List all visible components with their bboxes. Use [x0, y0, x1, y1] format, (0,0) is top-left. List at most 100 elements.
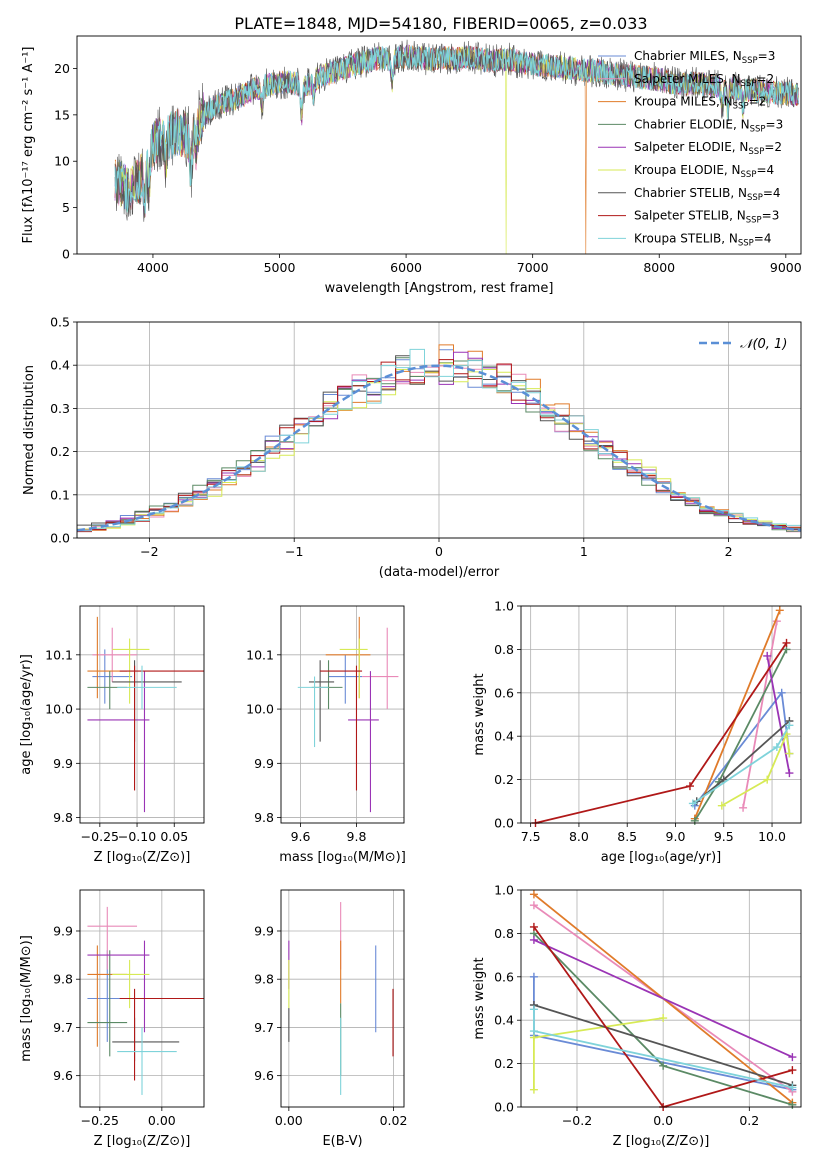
x-tick-label: 7000: [517, 260, 549, 275]
x-axis-label: wavelength [Angstrom, rest frame]: [325, 281, 554, 296]
y-axis-label: mass [log₁₀(M/M⊙)]: [19, 935, 34, 1062]
y-tick-label: 1.0: [494, 599, 514, 614]
errorbar-point: [362, 627, 399, 710]
y-tick-label: 0.2: [494, 772, 514, 787]
errorbar-point: [297, 676, 329, 748]
legend-entry-n: =2: [764, 140, 782, 154]
y-tick-label: 9.8: [53, 972, 73, 987]
weight-marker: [529, 890, 538, 899]
weight-marker: [659, 1014, 668, 1023]
weight-marker: [529, 1005, 538, 1014]
age-vs-Z-axes: −0.25−0.10 0.05 9.8 9.9 10.0 10.1 Z [log₁₀(Z/Z…: [19, 605, 205, 865]
errorbar-point: [325, 616, 371, 699]
weight-marker: [659, 1061, 668, 1070]
x-tick-label: 0: [435, 544, 443, 559]
legend-entry: Chabrier STELIB, NSSP=4: [634, 186, 781, 203]
y-axis-label: mass weight: [472, 673, 487, 755]
y-tick-label: 9.6: [254, 1068, 274, 1083]
x-tick-label: 5000: [264, 260, 296, 275]
x-tick-label: 1: [580, 544, 588, 559]
y-axis-label: Flux [fλ10⁻¹⁷ erg cm⁻² s⁻¹ A⁻¹]: [21, 47, 36, 244]
errorbar-point: [87, 940, 150, 1033]
legend-entry-sub: SSP: [741, 79, 757, 89]
x-tick-label: 4000: [137, 260, 169, 275]
x-tick-label: 9.5: [714, 829, 734, 844]
errorbar-point: [117, 1027, 177, 1095]
x-tick-label: 9000: [770, 260, 802, 275]
x-tick-label: −1: [285, 544, 303, 559]
x-axis-label: Z [log₁₀(Z/Z⊙)]: [94, 850, 191, 865]
errorbar-point: [87, 950, 128, 1057]
errorbar-point: [119, 665, 204, 791]
weight-marker: [690, 816, 699, 825]
y-tick-label: 9.9: [254, 923, 274, 938]
legend-entry-n: =3: [766, 117, 784, 131]
x-tick-label: 0.00: [275, 1113, 303, 1128]
y-tick-label: 15: [54, 107, 70, 122]
x-tick-label: 10.0: [758, 829, 786, 844]
weight-marker: [685, 782, 694, 791]
weight-marker: [788, 1100, 797, 1109]
x-tick-label: −0.10: [118, 829, 156, 844]
y-tick-label: 10.0: [246, 702, 274, 717]
weight-line: [533, 939, 793, 1058]
legend-entry-label: Salpeter ELODIE, N: [634, 140, 748, 154]
legend-entry-label: Chabrier STELIB, N: [634, 186, 747, 200]
x-tick-label: −0.25: [81, 829, 119, 844]
y-tick-label: 9.8: [254, 972, 274, 987]
x-tick-label: 9.0: [666, 829, 686, 844]
axes-frame: [76, 35, 802, 255]
legend-entry-label: Chabrier ELODIE, N: [634, 117, 750, 131]
legend-entry-n: =3: [762, 209, 780, 223]
legend-entry-sub: SSP: [733, 102, 749, 112]
y-tick-label: 0.0: [494, 1100, 514, 1115]
y-axis-label: age [log₁₀(age/yr)]: [19, 654, 34, 775]
age-vs-mass-axes: 9.6 9.8 9.8 9.9 10.0 10.1 mass [log₁₀(M/M⊙)]: [246, 605, 406, 865]
errorbar-point: [348, 671, 379, 813]
errorbar-point: [311, 660, 343, 710]
mass-vs-EBV-axes: 0.00 0.02 9.6 9.7 9.8 9.9 E(B-V): [254, 889, 408, 1149]
legend-entry-n: =4: [756, 163, 774, 177]
legend-entry: 𝒩(0, 1): [740, 337, 787, 352]
legend-entry: Kroupa MILES, NSSP=2: [634, 95, 766, 112]
x-tick-label: 9.6: [291, 829, 311, 844]
legend-entry-sub: SSP: [741, 170, 757, 180]
y-tick-label: 10: [54, 154, 70, 169]
errorbar-point: [87, 671, 150, 813]
weight-marker: [782, 638, 791, 647]
y-tick-label: 0.6: [494, 969, 514, 984]
y-axis-label: mass weight: [472, 957, 487, 1039]
legend-entry-sub: SSP: [742, 56, 758, 66]
x-tick-label: 0.05: [160, 829, 188, 844]
y-tick-label: 0.5: [50, 315, 70, 330]
axes-frame: [280, 605, 405, 824]
y-tick-label: 20: [54, 61, 70, 76]
weight-marker: [688, 799, 697, 808]
legend-entry: Salpeter STELIB, NSSP=3: [634, 209, 779, 226]
weight-line: [742, 621, 778, 808]
legend-entry-n: =2: [749, 95, 767, 109]
axes-frame: [520, 605, 802, 824]
x-tick-label: 0.02: [380, 1113, 408, 1128]
weight-marker: [529, 972, 538, 981]
errorbar-point: [87, 616, 128, 699]
legend-entry-n: =2: [756, 72, 774, 86]
y-tick-label: 5: [62, 200, 70, 215]
errorbar-point: [87, 906, 138, 970]
y-tick-label: 1.0: [494, 883, 514, 898]
histogram-series: [77, 348, 801, 538]
weight-marker: [785, 749, 794, 758]
weight-line: [533, 1004, 793, 1087]
errorbar-point: [117, 665, 177, 710]
weight-line: [535, 642, 788, 824]
y-tick-label: 0.4: [494, 729, 514, 744]
errorbar-point: [320, 665, 363, 791]
weight-series: [739, 617, 781, 812]
legend-entry-sub: SSP: [747, 193, 763, 203]
y-tick-label: 0.2: [50, 444, 70, 459]
legend-entry-sub: SSP: [738, 238, 754, 248]
x-tick-label: 9.8: [347, 829, 367, 844]
y-tick-label: 0.3: [50, 401, 70, 416]
weight-marker: [529, 935, 538, 944]
